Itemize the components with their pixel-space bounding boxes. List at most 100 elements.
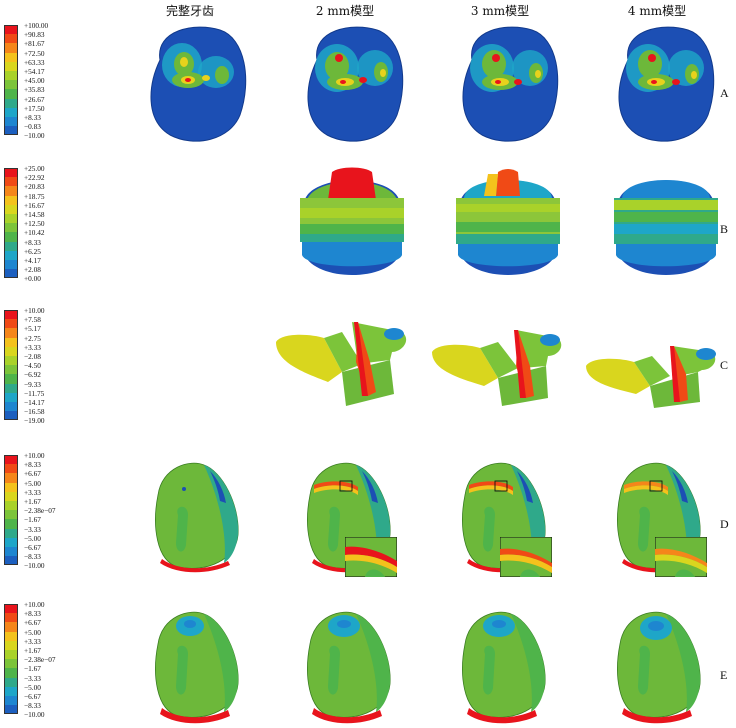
legend-swatch	[4, 232, 18, 242]
legend-swatch	[4, 241, 18, 251]
legend-swatch	[4, 464, 18, 474]
legend-tick-label: +63.33	[24, 57, 45, 67]
legend-tick-label: +35.83	[24, 85, 45, 95]
legend-tick-label: +10.42	[24, 228, 45, 238]
legend-tick-label: −1.67	[24, 515, 41, 525]
legend-tick-label: +6.25	[24, 246, 41, 256]
row-a-2mm-model-map	[297, 20, 412, 150]
legend-tick-label: −2.08	[24, 351, 41, 361]
legend-tick-label: +10.00	[24, 306, 45, 315]
legend-tick-label: +8.33	[24, 112, 41, 122]
legend-tick-label: −19.00	[24, 416, 45, 426]
legend-swatch	[4, 126, 18, 136]
row-e-3mm-model-map	[455, 604, 555, 726]
legend-swatch	[4, 510, 18, 520]
legend-swatch	[4, 556, 18, 566]
legend-swatch	[4, 168, 18, 178]
legend-swatch	[4, 195, 18, 205]
legend-swatch	[4, 473, 18, 483]
legend-swatch	[4, 491, 18, 501]
legend-tick-label: −10.00	[24, 710, 45, 720]
legend-b-colorbar	[4, 168, 18, 279]
row-d-3mm-zoom-inset	[500, 537, 552, 577]
legend-swatch	[4, 622, 18, 632]
legend-swatch	[4, 659, 18, 669]
legend-swatch	[4, 80, 18, 90]
legend-swatch	[4, 640, 18, 650]
row-e-4mm-model-map	[610, 604, 710, 726]
legend-tick-label: +81.67	[24, 39, 45, 49]
legend-tick-label: +3.33	[24, 342, 41, 352]
row-d-3mm-model-map	[455, 455, 555, 580]
legend-tick-label: −9.33	[24, 379, 41, 389]
column-header-4mm-model: 4 mm模型	[627, 4, 687, 18]
legend-tick-label: +1.67	[24, 496, 41, 506]
row-a-intact-tooth-map	[140, 20, 255, 150]
legend-swatch	[4, 107, 18, 117]
row-label-c: C	[720, 358, 729, 372]
legend-tick-label: +10.00	[24, 600, 45, 609]
legend-tick-label: +10.00	[24, 451, 45, 460]
legend-tick-label: −5.00	[24, 682, 41, 692]
legend-swatch	[4, 319, 18, 329]
legend-tick-label: −0.83	[24, 122, 41, 132]
legend-tick-label: −11.75	[24, 388, 45, 398]
legend-tick-label: +6.67	[24, 618, 41, 628]
legend-swatch	[4, 649, 18, 660]
legend-d-colorbar	[4, 455, 18, 566]
legend-tick-label: +14.58	[24, 209, 45, 219]
legend-tick-label: +20.83	[24, 182, 45, 192]
legend-swatch	[4, 519, 18, 529]
legend-swatch	[4, 355, 18, 366]
legend-swatch	[4, 374, 18, 384]
legend-tick-label: +1.67	[24, 645, 41, 655]
legend-swatch	[4, 204, 18, 214]
legend-swatch	[4, 250, 18, 260]
row-label-b: B	[720, 222, 729, 236]
legend-tick-label: +26.67	[24, 94, 45, 104]
row-e-intact-tooth-map	[148, 604, 248, 726]
legend-tick-label: +2.08	[24, 265, 41, 275]
legend-tick-label: +4.17	[24, 255, 41, 265]
legend-swatch	[4, 43, 18, 53]
legend-a-colorbar	[4, 25, 18, 136]
legend-tick-label: +5.00	[24, 478, 41, 488]
row-label-e: E	[720, 668, 728, 682]
legend-swatch	[4, 25, 18, 35]
legend-swatch	[4, 328, 18, 338]
legend-swatch	[4, 259, 18, 270]
row-label-a: A	[720, 86, 729, 100]
legend-swatch	[4, 677, 18, 687]
legend-tick-label: −8.33	[24, 701, 41, 711]
row-a-4mm-model-map	[608, 20, 723, 150]
legend-tick-label: −3.33	[24, 524, 41, 534]
legend-tick-label: +12.50	[24, 219, 45, 229]
row-d-4mm-model-map	[610, 455, 710, 580]
legend-tick-label: +8.33	[24, 460, 41, 470]
legend-tick-label: −10.00	[24, 131, 45, 141]
legend-tick-label: −6.67	[24, 691, 41, 701]
legend-swatch	[4, 269, 18, 279]
legend-c-colorbar	[4, 310, 18, 421]
legend-tick-label: +2.75	[24, 333, 41, 343]
row-c-2mm-model-map	[272, 312, 412, 412]
legend-swatch	[4, 537, 18, 547]
legend-swatch	[4, 482, 18, 492]
legend-tick-label: −6.92	[24, 370, 41, 380]
legend-tick-label: −3.33	[24, 673, 41, 683]
legend-swatch	[4, 695, 18, 706]
legend-d-labels: +10.00 +8.33 +6.67 +5.00 +3.33 +1.67 −2.38e−07…	[24, 451, 56, 571]
legend-tick-label: +5.17	[24, 324, 41, 334]
row-b-4mm-model-map	[606, 160, 726, 295]
legend-swatch	[4, 392, 18, 402]
row-d-2mm-model-map	[300, 455, 400, 580]
legend-tick-label: +100.00	[24, 21, 49, 30]
legend-swatch	[4, 337, 18, 347]
legend-tick-label: +3.33	[24, 636, 41, 646]
row-c-3mm-model-map	[428, 312, 568, 412]
legend-tick-label: −2.38e−07	[24, 655, 56, 665]
legend-tick-label: −10.00	[24, 561, 45, 571]
legend-tick-label: +8.33	[24, 237, 41, 247]
legend-tick-label: −4.50	[24, 361, 41, 371]
row-b-2mm-model-map	[292, 160, 412, 295]
